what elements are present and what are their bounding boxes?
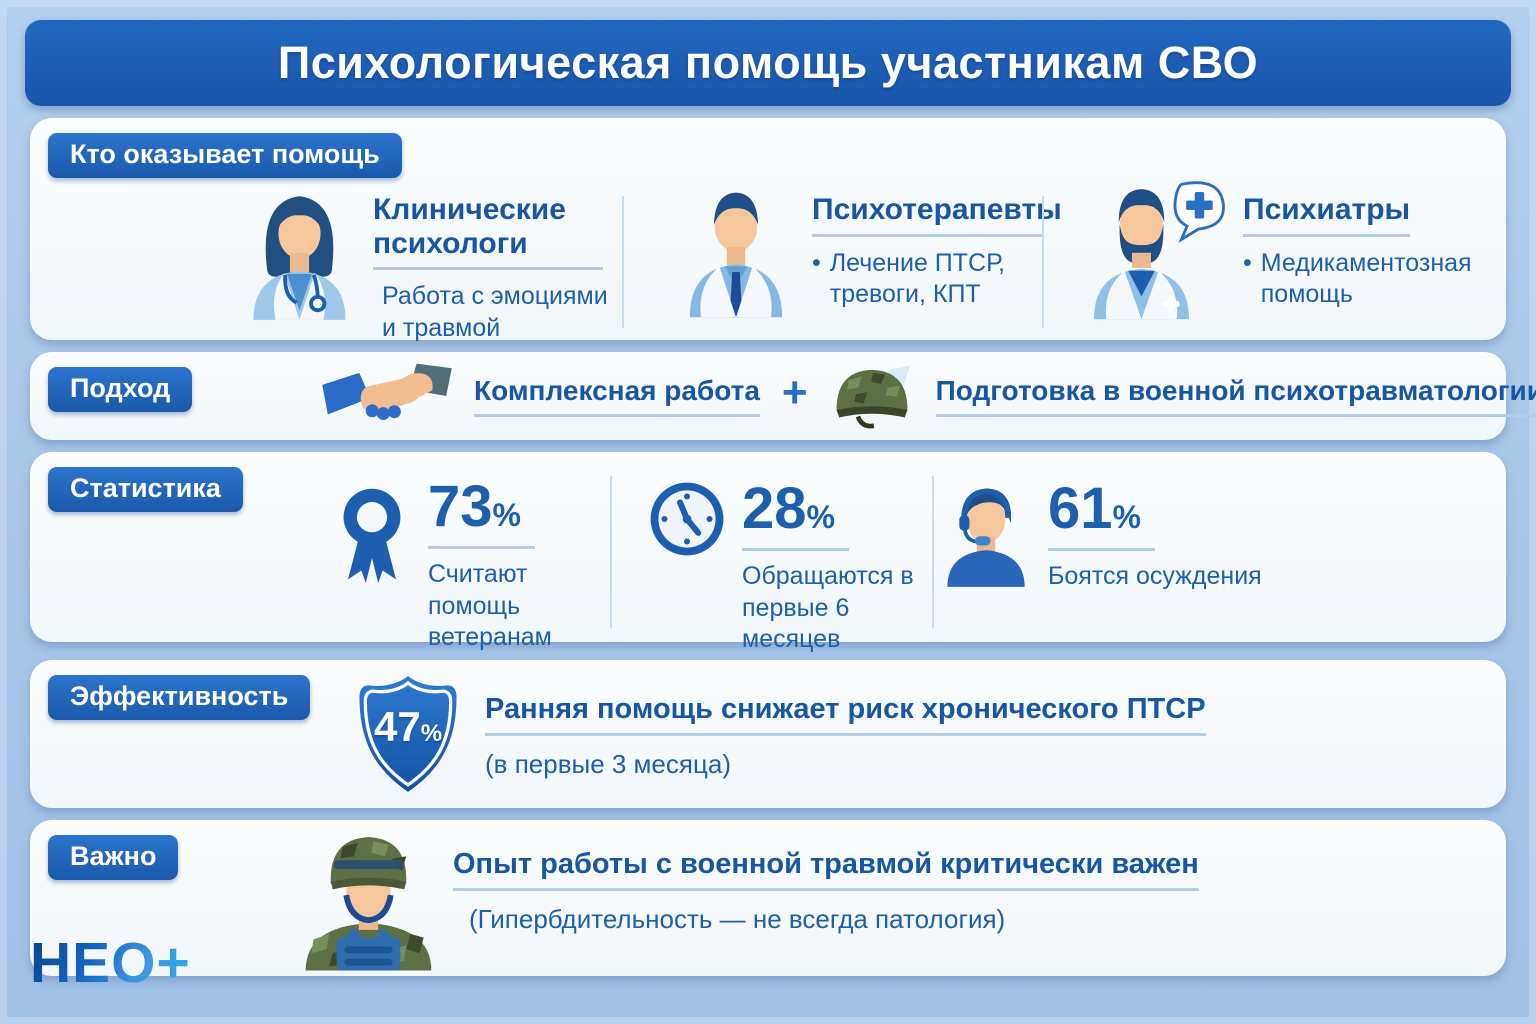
section-effectiveness: Эффективность 47% Ранняя помощь снижает … (30, 660, 1506, 808)
shield-value: 47% (373, 703, 443, 750)
handshake-icon (322, 363, 452, 421)
speech-bubble-cross-icon (1173, 181, 1225, 243)
provider-desc: Медикаментозная помощь (1260, 248, 1472, 309)
provider-desc: Работа с эмоциями и травмой (382, 282, 608, 342)
military-helmet-icon (836, 365, 910, 429)
divider (932, 476, 934, 628)
section-important: Важно (30, 820, 1506, 976)
badge-statistics: Статистика (48, 467, 243, 512)
provider-title: Клинические психологи (373, 193, 603, 271)
stat-fear-judgement: 61% Боятся осуждения (940, 480, 1262, 593)
provider-title: Психиатры (1243, 193, 1411, 237)
stat-veterans-priority: 73% Считают помощь ветеранам приоритетом (332, 478, 623, 685)
award-ribbon-icon (343, 488, 401, 583)
stat-value: 61% (1048, 480, 1155, 551)
headset-person-icon (947, 488, 1025, 587)
provider-title: Психотерапевты (812, 193, 1062, 237)
stat-label: Боятся осуждения (1048, 562, 1262, 590)
important-title: Опыт работы с военной травмой критически… (453, 848, 1199, 891)
neo-plus-logo: НЕО+ (30, 931, 191, 995)
badge-effectiveness: Эффективность (48, 675, 311, 720)
male-psychiatrist-avatar (1094, 181, 1225, 320)
male-psychotherapist-avatar (689, 192, 783, 318)
section-approach: Подход Комплексная работа + (30, 352, 1536, 440)
stat-value: 73% (428, 478, 535, 549)
shield-icon: 47% (352, 672, 464, 796)
stat-value: 28% (742, 480, 849, 551)
divider (610, 476, 612, 628)
important-note: (Гипербдительность — не всегда патология… (469, 904, 1006, 934)
stat-seek-help-6-months: 28% Обращаются в первые 6 месяцев (648, 480, 947, 656)
provider-desc: Лечение ПТСР, тревоги, КПТ (829, 248, 1005, 309)
plus-sign: + (781, 368, 808, 417)
effectiveness-title: Ранняя помощь снижает риск хронического … (485, 693, 1206, 736)
badge-approach: Подход (48, 367, 193, 412)
approach-item-2: Подготовка в военной психотравматологии (935, 375, 1536, 417)
badge-important: Важно (48, 835, 179, 880)
page-title: Психологическая помощь участникам СВО (277, 37, 1259, 88)
badge-providers: Кто оказывает помощь (48, 133, 402, 178)
soldier-icon (296, 823, 441, 978)
provider-clinical-psychologists: Клинические психологи Работа с эмоциями … (242, 173, 622, 344)
provider-psychotherapists: Психотерапевты • Лечение ПТСР, тревоги, … (676, 173, 1062, 323)
section-providers: Кто оказывает помощь Клинические психоло… (30, 118, 1506, 342)
provider-psychiatrists: Психиатры • Медикаментозная помощь (1075, 173, 1476, 323)
clock-icon (650, 482, 724, 556)
bullet: • (1243, 248, 1252, 277)
effectiveness-note: (в первые 3 месяца) (485, 749, 731, 779)
stat-label: Обращаются в первые 6 месяцев (742, 562, 914, 653)
medical-cross-badge (1162, 295, 1180, 313)
divider (622, 196, 624, 328)
section-statistics: Статистика 73% Считают помощь ветеранам … (30, 452, 1506, 683)
header-bar: Психологическая помощь участникам СВО (25, 20, 1511, 106)
approach-item-1: Комплексная работа (474, 375, 760, 417)
divider (1042, 196, 1044, 328)
female-psychologist-avatar (253, 196, 346, 320)
bullet: • (812, 248, 821, 277)
